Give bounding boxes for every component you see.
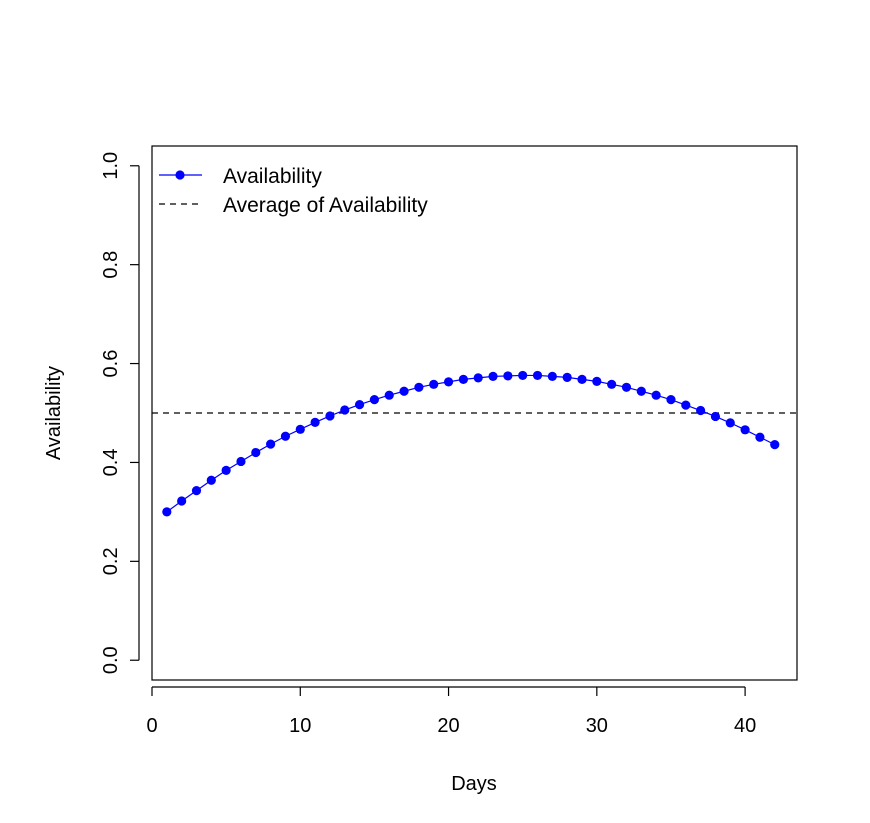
- availability-point: [666, 395, 676, 405]
- availability-point: [740, 425, 750, 435]
- availability-series-line: [166, 374, 776, 513]
- availability-point: [621, 382, 632, 392]
- legend-availability-point-swatch: [175, 170, 185, 180]
- x-tick-label: 30: [586, 715, 608, 737]
- availability-point: [325, 411, 335, 421]
- availability-point: [725, 418, 735, 428]
- y-tick-label: 0.8: [100, 251, 122, 279]
- y-tick-label: 1.0: [100, 152, 122, 180]
- availability-point: [532, 370, 543, 381]
- availability-point: [310, 417, 320, 427]
- availability-point: [458, 374, 468, 384]
- availability-point: [607, 379, 617, 389]
- availability-point: [236, 456, 246, 467]
- availability-point: [251, 447, 261, 458]
- availability-point: [518, 370, 528, 381]
- availability-point: [681, 400, 691, 410]
- availability-point: [755, 432, 765, 442]
- availability-point: [547, 371, 557, 382]
- availability-point: [651, 390, 661, 400]
- y-axis: 0.0 0.2 0.4 0.6 0.8 1.0: [100, 152, 140, 674]
- availability-point: [191, 486, 202, 496]
- availability-point: [221, 465, 231, 475]
- availability-point: [295, 424, 305, 434]
- availability-point: [562, 372, 572, 382]
- x-tick-label: 40: [734, 715, 756, 737]
- x-axis-title: Days: [451, 773, 497, 795]
- legend: Availability Average of Availability: [159, 165, 428, 217]
- availability-point: [592, 376, 602, 386]
- availability-point: [340, 405, 350, 415]
- legend-average-label: Average of Availability: [223, 194, 428, 217]
- availability-point: [162, 507, 172, 517]
- availability-point: [354, 399, 365, 410]
- availability-point: [399, 386, 409, 396]
- availability-point: [488, 371, 498, 382]
- x-tick-label: 10: [289, 715, 311, 737]
- availability-point: [266, 439, 276, 449]
- y-tick-label: 0.6: [100, 350, 122, 378]
- y-tick-label: 0.4: [100, 449, 122, 477]
- availability-point: [369, 395, 380, 405]
- availability-point: [177, 496, 187, 506]
- y-tick-label: 0.0: [100, 646, 122, 674]
- legend-availability-label: Availability: [223, 165, 322, 188]
- y-axis-title: Availability: [43, 366, 65, 460]
- availability-point: [636, 386, 646, 396]
- availability-point: [577, 374, 587, 384]
- availability-point: [206, 475, 216, 485]
- x-axis: 0 10 20 30 40: [146, 686, 756, 737]
- availability-point: [429, 379, 439, 389]
- availability-point: [384, 390, 394, 400]
- availability-point: [696, 405, 706, 416]
- availability-point: [280, 431, 291, 441]
- x-tick-label: 0: [146, 715, 157, 737]
- availability-series-points: [162, 370, 780, 517]
- availability-point: [473, 373, 483, 383]
- availability-point: [443, 377, 454, 387]
- availability-point: [414, 382, 424, 392]
- y-tick-label: 0.2: [100, 547, 122, 575]
- availability-point: [770, 440, 780, 450]
- availability-point: [503, 371, 513, 381]
- availability-point: [710, 411, 721, 422]
- x-tick-label: 20: [437, 715, 459, 737]
